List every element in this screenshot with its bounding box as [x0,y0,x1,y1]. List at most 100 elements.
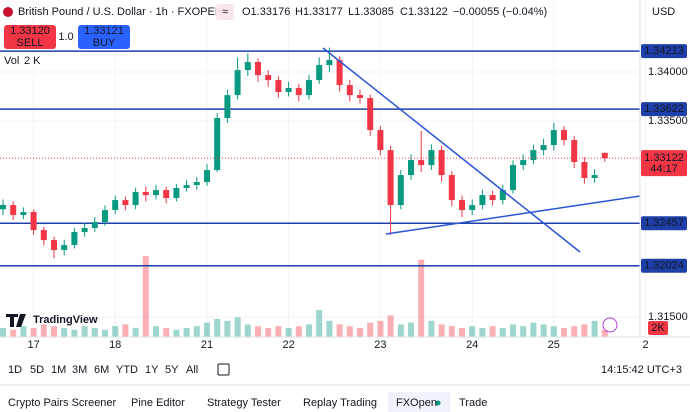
candle-body [10,205,17,216]
tab[interactable]: Strategy Tester [207,397,281,409]
candle-body [448,175,455,201]
candle-body [397,175,404,206]
volume-bar [81,326,88,337]
candle-body [336,60,343,86]
candle-body [357,95,363,99]
calendar-icon [217,363,230,376]
flag-icon [3,7,13,17]
volume-bar [71,329,78,337]
tab[interactable]: Replay Trading [303,397,377,409]
candle-body [530,150,537,161]
level-label: 1.32024 [644,260,684,272]
volume-bar [408,322,414,337]
volume-bar [142,256,149,337]
range-button[interactable]: 1D [8,364,22,376]
volume-bar [550,326,557,337]
volume-bar [153,326,159,337]
countdown: 44:17 [650,163,678,175]
candle-body [469,205,476,211]
volume-label: Vol [4,55,19,67]
buy-price: 1.33121 [84,25,124,37]
candle-body [132,192,139,206]
volume-bar [397,324,404,337]
level-tag [641,44,687,59]
candle-body [489,195,496,201]
volume-bar [428,320,435,337]
volume-bar [285,328,292,337]
candle-body [499,190,506,201]
currency[interactable]: USD [652,6,675,18]
level-label: 1.32457 [644,217,684,229]
alert-icon[interactable] [602,317,618,333]
volume-bar [418,259,425,337]
range-button[interactable]: 6M [94,364,109,376]
indicator-icon[interactable] [216,4,234,20]
volume-bar [132,328,139,337]
candle-body [377,130,384,151]
tab[interactable]: FXOpen [396,397,437,409]
open: O1.33176 [242,6,290,18]
volume-bar [163,328,170,337]
volume-bar [530,322,537,337]
volume-bar [61,328,68,337]
volume-bar [0,328,6,337]
level-label: 1.34213 [644,45,684,57]
volume-bar [326,320,333,337]
volume-bar [265,328,272,337]
tab-active-bg [388,392,450,412]
volume-bar [193,326,200,337]
quantity: 1.0 [58,31,73,43]
candle-body [561,130,567,141]
volume-bar [540,324,547,337]
x-tick-label: 24 [466,339,478,351]
candle-body [163,190,170,198]
candle-body [122,200,129,206]
change: −0.00055 (−0.04%) [453,6,547,18]
candle-body [193,182,200,186]
tab[interactable]: Pine Editor [131,397,185,409]
sell-button[interactable] [4,25,56,49]
volume-bar [224,320,231,337]
tab[interactable]: Trade [459,397,487,409]
volume-bar [275,326,282,337]
buy-button[interactable] [78,25,130,49]
volume-bar [591,320,598,337]
candle-body [265,75,272,81]
candle-body [20,212,27,216]
range-button[interactable]: 1Y [145,364,159,376]
buy-label: BUY [93,37,116,49]
candle-body [367,98,374,131]
range-button[interactable]: 3M [72,364,87,376]
range-button[interactable]: 5D [30,364,44,376]
candle-body [183,185,190,189]
tab[interactable]: Crypto Pairs Screener [8,397,117,409]
bottom-bar: 1D 5D 1M 3M 6M YTD 1Y 5Y All Crypto Pairs Screene… [8,363,487,412]
candle-body [408,160,414,176]
range-button[interactable]: YTD [116,364,138,376]
volume-bar [316,310,323,337]
candle-body [214,118,221,171]
volume-value: 2 K [24,55,41,67]
symbol: British Pound / U.S. Dollar · 1h · FXOPE… [18,6,223,18]
volume-bar [469,326,476,337]
y-tick-label: 1.31500 [648,311,688,323]
range-button[interactable]: 1M [51,364,66,376]
x-tick-label: 22 [282,339,294,351]
volume-bar [448,326,455,337]
volume-bar [30,328,37,337]
y-tick-label: 1.34000 [648,66,688,78]
range-button[interactable]: All [186,364,198,376]
candle-body [418,160,425,166]
candle-body [40,230,47,241]
candle-body [61,245,68,251]
range-button[interactable]: 5Y [165,364,179,376]
logo: TradingView [33,314,98,326]
trendline [322,47,581,253]
level-tag [641,258,687,273]
candle-body [550,130,557,146]
volume-tag [648,321,668,335]
candle-body [244,62,251,71]
candle-body [438,150,445,176]
candle-body [428,150,435,166]
